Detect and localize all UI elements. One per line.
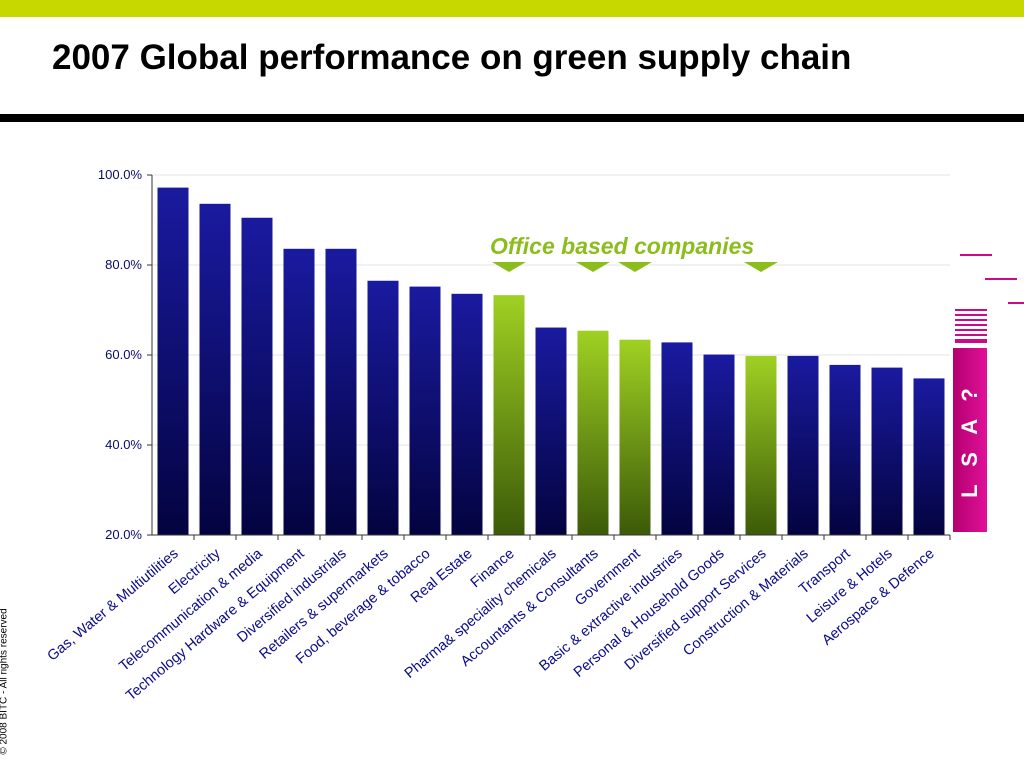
y-tick-label: 20.0% (105, 527, 142, 542)
office-marker (618, 262, 652, 272)
lsa-stripes-decoration (955, 254, 1024, 343)
copyright-text: © 2008 BITC - All rights reserved (0, 608, 10, 754)
y-tick-label: 60.0% (105, 347, 142, 362)
x-tick-label: Gas, Water & Multiutilities (45, 546, 182, 665)
bar (535, 327, 567, 535)
office-marker (492, 262, 526, 272)
bar (829, 364, 861, 535)
y-tick-label: 80.0% (105, 257, 142, 272)
bar (451, 293, 483, 535)
bar (493, 295, 525, 535)
x-tick-label: Pharma& speciality chemicals (402, 546, 560, 682)
bar (157, 187, 189, 535)
top-accent-bar (0, 0, 1024, 17)
bar-chart: 20.0% 40.0% 60.0% 80.0% 100.0% Gas, Water & … (45, 167, 951, 704)
office-marker (576, 262, 610, 272)
page-title: 2007 Global performance on green supply … (52, 38, 852, 77)
title-divider (0, 114, 1024, 122)
bar (325, 248, 357, 536)
y-tick-label: 100.0% (98, 167, 143, 182)
bar (703, 354, 735, 535)
bar (367, 280, 399, 535)
bar (871, 367, 903, 535)
bar (787, 355, 819, 535)
lsa-label: L S A ? (957, 382, 982, 498)
office-marker (744, 262, 778, 272)
lsa-bar (953, 348, 987, 532)
bar (619, 339, 651, 535)
lsa-label-wrap: L S A ? (953, 348, 987, 532)
office-based-annotation: Office based companies (490, 233, 755, 259)
bar (661, 342, 693, 535)
y-tick-label: 40.0% (105, 437, 142, 452)
bar (409, 286, 441, 535)
bar (913, 378, 945, 535)
bar (283, 248, 315, 536)
bar (241, 217, 273, 535)
bar (199, 203, 231, 536)
bar (745, 355, 777, 535)
bar (577, 330, 609, 535)
